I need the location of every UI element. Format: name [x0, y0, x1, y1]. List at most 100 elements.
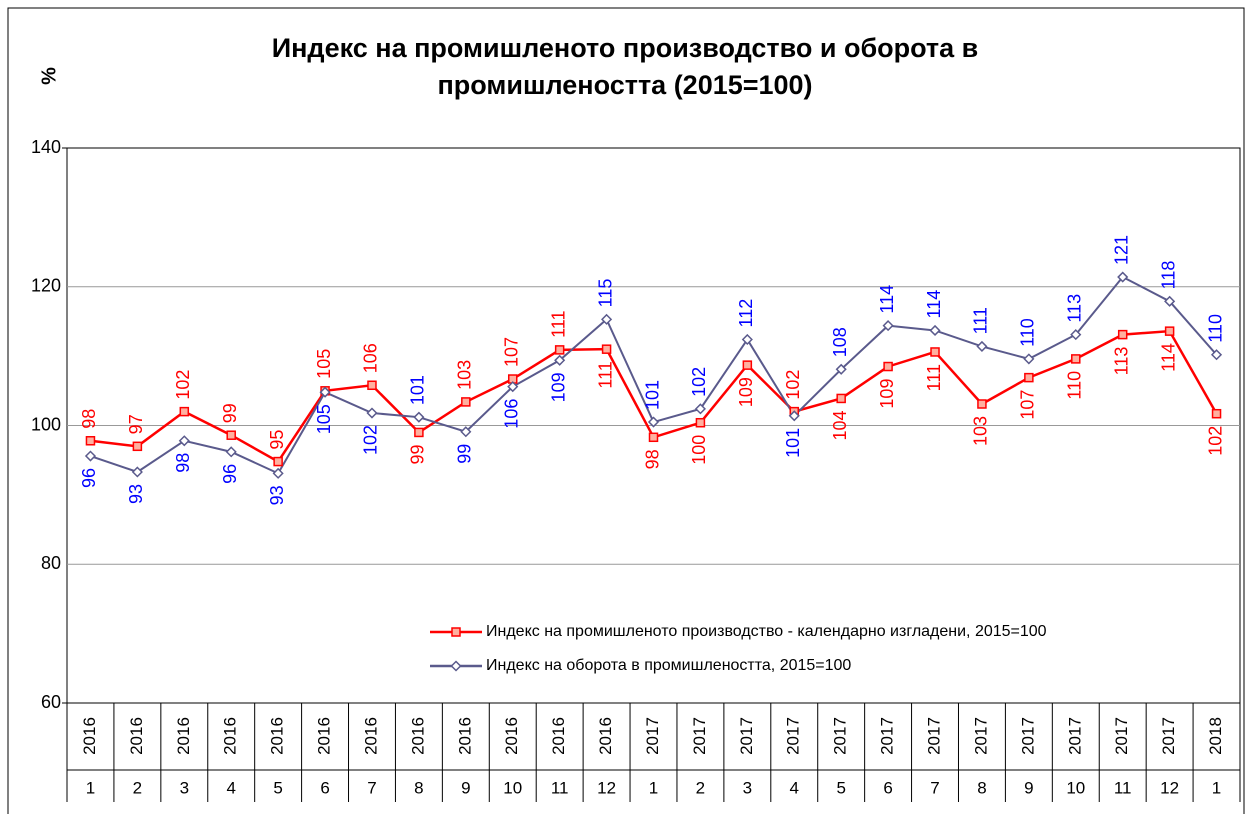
legend-marker — [451, 627, 461, 637]
data-label: 106 — [501, 399, 521, 429]
marker — [977, 399, 987, 409]
y-tick-label: 80 — [41, 553, 61, 573]
data-label: 121 — [1111, 235, 1131, 265]
data-label: 98 — [79, 409, 99, 429]
marker — [694, 403, 706, 415]
data-label: 104 — [830, 410, 850, 440]
marker — [695, 417, 706, 428]
data-label: 118 — [1158, 261, 1178, 290]
marker — [1164, 295, 1176, 307]
x-tick-label-month: 11 — [1114, 778, 1132, 797]
data-label: 105 — [314, 349, 334, 379]
data-label: 110 — [1018, 318, 1038, 347]
x-tick-label-year: 2017 — [1065, 717, 1084, 755]
data-label: 100 — [689, 435, 709, 465]
marker — [554, 345, 565, 355]
data-label: 113 — [1111, 347, 1131, 376]
data-label: 114 — [1158, 343, 1178, 372]
data-label: 98 — [173, 453, 193, 473]
legend-label: Индекс на оборота в промишлеността, 2015… — [486, 657, 851, 674]
x-tick-label-year: 2016 — [549, 717, 568, 755]
data-label: 113 — [1065, 294, 1085, 323]
marker — [836, 393, 846, 404]
marker — [366, 407, 378, 419]
data-label: 102 — [689, 367, 709, 397]
data-label: 108 — [830, 327, 850, 357]
x-tick-label-year: 2017 — [737, 717, 756, 755]
x-tick-label-year: 2017 — [1159, 717, 1178, 755]
x-tick-label-year: 2016 — [596, 717, 615, 755]
x-tick-label-year: 2018 — [1206, 717, 1225, 755]
marker — [414, 427, 424, 438]
data-label: 102 — [783, 370, 803, 400]
y-tick-label: 120 — [31, 276, 61, 296]
marker — [84, 450, 97, 462]
data-label: 99 — [408, 444, 428, 464]
data-label: 114 — [924, 290, 944, 319]
data-label: 115 — [595, 279, 615, 308]
data-label: 110 — [1205, 314, 1225, 343]
data-label: 106 — [361, 343, 381, 373]
x-tick-label-month: 8 — [977, 778, 986, 797]
x-tick-label-month: 2 — [696, 778, 705, 797]
data-label: 93 — [126, 484, 146, 504]
x-tick-label-year: 2016 — [408, 717, 427, 755]
marker — [367, 380, 377, 391]
data-label: 111 — [595, 361, 615, 388]
marker — [226, 430, 236, 440]
data-label: 102 — [1205, 426, 1225, 456]
data-label: 97 — [126, 414, 146, 434]
x-tick-label-year: 2017 — [831, 717, 850, 755]
x-tick-label-year: 2016 — [221, 717, 240, 755]
marker — [272, 467, 284, 479]
x-tick-label-year: 2017 — [690, 717, 709, 755]
data-label: 99 — [220, 403, 240, 423]
x-tick-label-month: 7 — [930, 778, 939, 797]
x-tick-label-year: 2017 — [925, 717, 944, 755]
data-label: 105 — [314, 404, 334, 434]
marker — [601, 313, 613, 325]
x-tick-label-month: 10 — [503, 778, 522, 797]
marker — [461, 397, 471, 407]
marker — [976, 340, 988, 352]
data-label: 109 — [548, 372, 568, 402]
x-tick-label-month: 6 — [883, 778, 892, 797]
marker — [601, 344, 612, 354]
marker — [460, 426, 472, 438]
marker — [1211, 408, 1222, 419]
data-label: 101 — [783, 428, 803, 458]
marker — [413, 411, 425, 423]
marker — [1164, 326, 1175, 336]
data-label: 95 — [267, 430, 287, 450]
data-label: 111 — [548, 311, 568, 338]
data-label: 96 — [220, 464, 240, 484]
x-tick-label-month: 8 — [414, 778, 423, 797]
data-label: 114 — [877, 285, 897, 314]
legend-label: Индекс на промишленото производство - ка… — [486, 623, 1047, 640]
marker — [742, 360, 753, 370]
x-tick-label-month: 1 — [86, 778, 95, 797]
marker — [1024, 372, 1034, 383]
marker — [132, 441, 143, 452]
x-tick-label-month: 11 — [551, 778, 569, 797]
x-tick-label-month: 10 — [1066, 778, 1085, 797]
marker — [319, 386, 331, 398]
marker — [1023, 353, 1035, 365]
marker — [1210, 349, 1223, 361]
x-tick-label-month: 12 — [597, 778, 616, 797]
x-tick-label-year: 2016 — [80, 717, 99, 755]
x-tick-label-year: 2017 — [971, 717, 990, 755]
x-tick-label-month: 5 — [836, 778, 845, 797]
marker — [507, 381, 519, 393]
data-label: 102 — [173, 370, 193, 400]
x-tick-label-month: 5 — [273, 778, 282, 797]
x-tick-label-year: 2016 — [455, 717, 474, 755]
marker — [929, 324, 941, 337]
x-tick-label-year: 2017 — [1018, 717, 1037, 755]
x-tick-label-month: 3 — [743, 778, 752, 797]
chart-title: Индекс на промишленото производство и об… — [272, 33, 979, 63]
x-tick-label-month: 4 — [790, 778, 799, 797]
x-tick-label-year: 2016 — [127, 717, 146, 755]
x-tick-label-month: 12 — [1160, 778, 1179, 797]
